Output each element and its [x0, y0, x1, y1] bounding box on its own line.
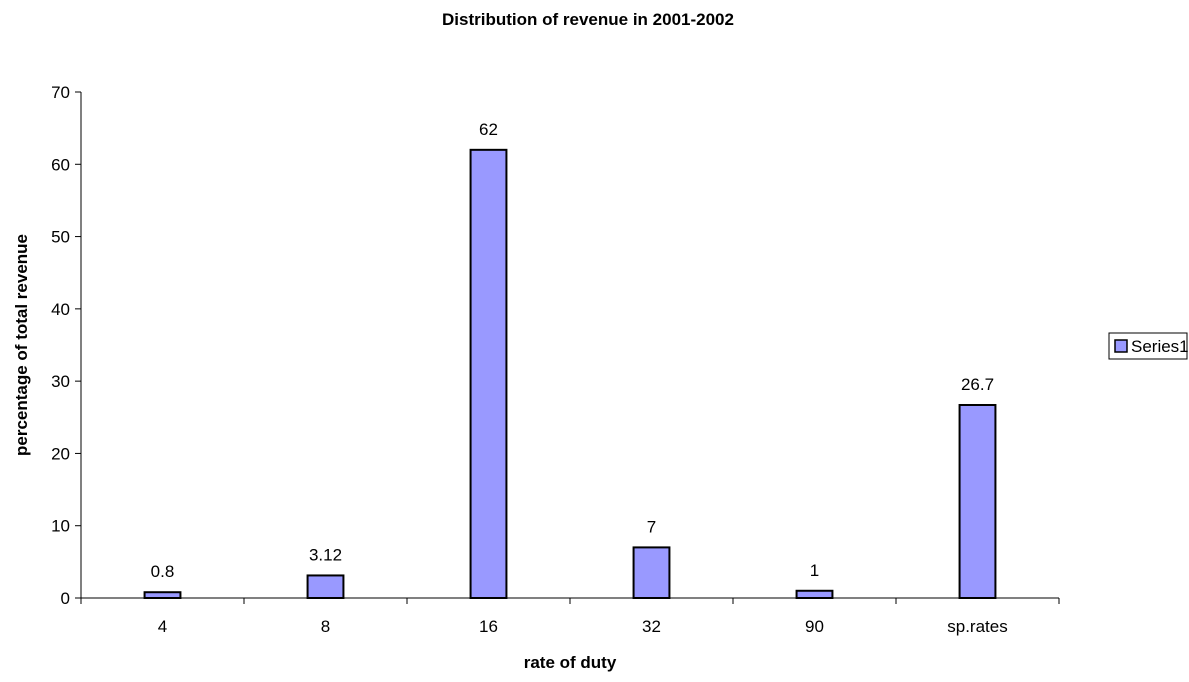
y-tick-label: 10: [51, 517, 70, 536]
y-tick-label: 60: [51, 155, 70, 174]
data-label: 7: [647, 517, 656, 536]
data-label: 0.8: [151, 562, 175, 581]
data-label: 62: [479, 120, 498, 139]
legend-swatch-series1: [1114, 339, 1128, 353]
data-label: 26.7: [961, 375, 994, 394]
y-tick-label: 0: [61, 589, 70, 608]
x-tick-label: 32: [642, 617, 661, 636]
y-tick-label: 30: [51, 372, 70, 391]
y-axis-title: percentage of total revenue: [12, 234, 31, 456]
plot-area: 0 10 20 30 40 50 60 70 4 0.8 8 3.12 16 62 32 7 90 1 sp.rat…: [51, 83, 1060, 636]
x-tick-label: sp.rates: [947, 617, 1007, 636]
y-tick-label: 70: [51, 83, 70, 102]
x-axis-title: rate of duty: [524, 653, 617, 672]
legend-label-series1: Series1: [1131, 337, 1189, 356]
y-tick-label: 50: [51, 228, 70, 247]
bar: [469, 148, 508, 599]
bar: [632, 546, 671, 600]
y-tick-label: 20: [51, 444, 70, 463]
x-tick-label: 8: [321, 617, 330, 636]
bar: [143, 591, 182, 600]
x-tick-label: 4: [158, 617, 167, 636]
x-tick-label: 90: [805, 617, 824, 636]
bar: [306, 574, 345, 599]
x-tick-label: 16: [479, 617, 498, 636]
data-label: 1: [810, 561, 819, 580]
data-label: 3.12: [309, 545, 342, 564]
y-tick-label: 40: [51, 300, 70, 319]
bar: [958, 403, 997, 599]
legend: Series1: [1108, 332, 1189, 360]
chart-title: Distribution of revenue in 2001-2002: [442, 10, 734, 29]
bar: [795, 589, 834, 599]
